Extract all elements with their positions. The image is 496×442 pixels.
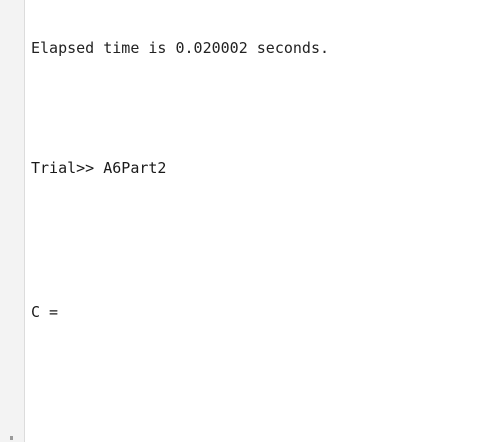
blank-line <box>31 228 491 252</box>
left-gutter <box>0 0 25 442</box>
variable-label: C = <box>31 303 59 321</box>
console-prompt-line: Trial>> A6Part2 <box>31 159 167 177</box>
blank-line <box>31 372 491 396</box>
console-line-partial: Elapsed time is 0.020002 seconds. <box>31 39 330 57</box>
gutter-marker-icon <box>10 436 13 440</box>
console-output[interactable]: Elapsed time is 0.020002 seconds. Trial>… <box>31 0 491 442</box>
